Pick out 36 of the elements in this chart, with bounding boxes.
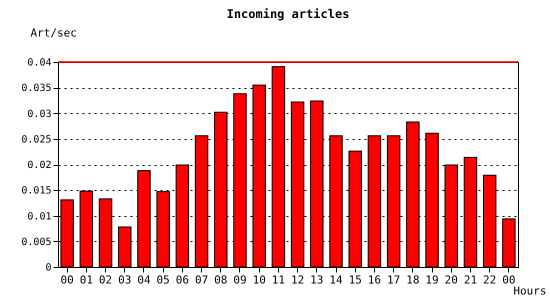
x-tick-label: 03 [118,274,132,286]
x-tick-label: 09 [233,274,247,286]
x-tick-label: 10 [252,274,266,286]
x-tick-label: 02 [98,274,112,286]
x-tick-label: 07 [194,274,208,286]
y-tick-label: 0.015 [21,186,52,197]
x-tick-label: 00 [60,274,74,286]
x-tick-label: 11 [272,274,286,286]
x-tick-label: 21 [464,274,478,286]
x-tick-label: 18 [406,274,420,286]
x-tick-label: 15 [348,274,362,286]
x-tick-label: 01 [80,274,93,286]
x-tick-label: 17 [387,274,400,286]
x-tick-label: 13 [310,274,324,286]
y-tick-label: 0.02 [27,160,52,171]
y-tick-label: 0.005 [21,236,52,248]
x-tick-label: 19 [425,274,439,286]
x-tick-label: 20 [444,274,458,286]
y-tick-label: 0 [45,262,52,274]
y-axis-title: Art/sec [30,26,77,40]
x-tick-label: 12 [290,274,304,286]
x-tick-label: 08 [214,274,228,286]
x-tick-label: 16 [368,274,382,286]
y-tick-label: 0.025 [21,134,52,146]
x-tick-label: 04 [137,274,151,286]
x-tick-label: 06 [176,274,189,286]
x-tick-label: 22 [483,274,496,286]
x-axis-title: Hours [513,284,546,298]
x-tick-label: 14 [329,274,344,286]
y-tick-label: 0.03 [27,108,52,120]
x-tick-label: 00 [502,274,516,286]
y-tick-label: 0.035 [21,83,52,94]
y-tick-label: 0.01 [27,211,52,222]
chart-title: Incoming articles [226,7,350,21]
y-tick-label: 0.04 [27,58,52,68]
x-tick-label: 05 [156,274,170,286]
